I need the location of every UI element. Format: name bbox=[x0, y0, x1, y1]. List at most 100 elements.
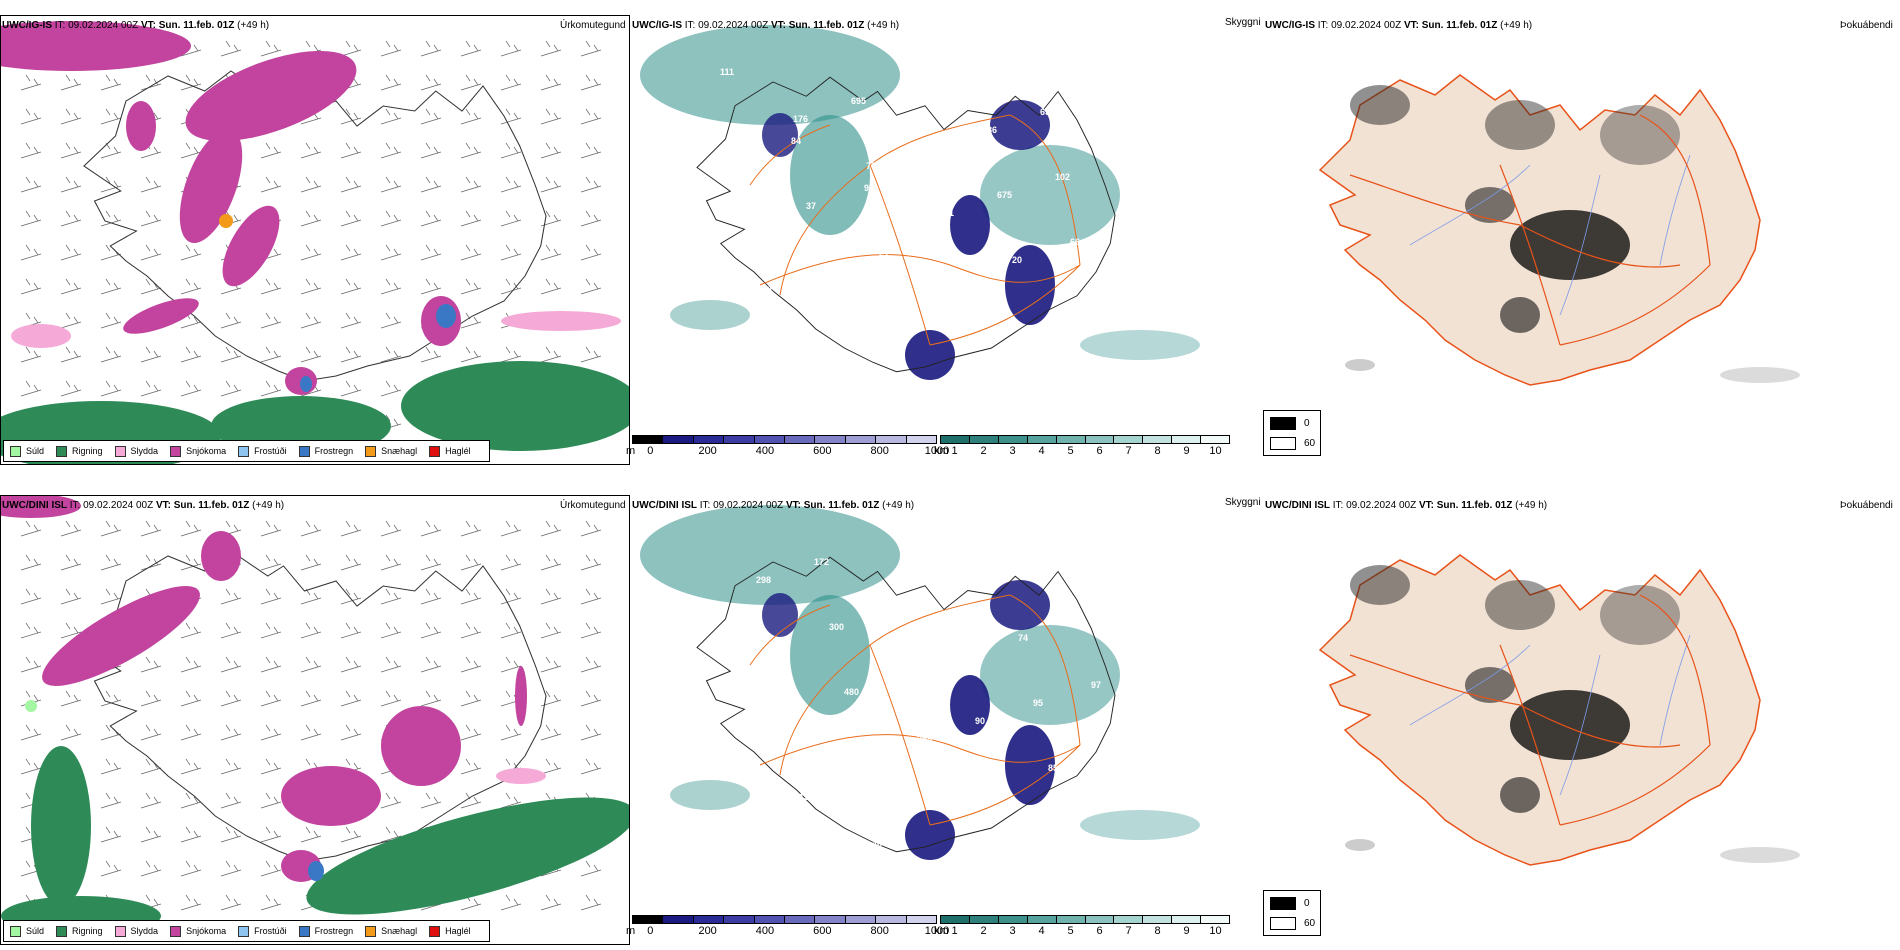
field-area bbox=[762, 593, 798, 637]
road bbox=[1639, 594, 1711, 746]
legend-item: Slydda bbox=[114, 445, 158, 457]
wind-barb bbox=[60, 346, 82, 363]
visibility-value: 37 bbox=[806, 201, 816, 211]
colorbar-segment bbox=[1027, 916, 1057, 923]
road bbox=[1499, 164, 1561, 346]
legend-item: Frostúði bbox=[238, 445, 287, 457]
wind-barb bbox=[380, 826, 402, 843]
wind-barb bbox=[460, 108, 482, 125]
wind-barb bbox=[180, 894, 202, 911]
wind-barb bbox=[140, 554, 162, 571]
panel-type-fog-row2: Þokuábendi bbox=[1840, 500, 1893, 511]
wind-barb bbox=[500, 210, 522, 227]
wind-barb bbox=[300, 346, 322, 363]
wind-barb bbox=[540, 74, 562, 91]
river bbox=[1409, 644, 1531, 726]
colorbar-tick: 1000 bbox=[924, 925, 950, 937]
wind-barb bbox=[180, 656, 202, 673]
colorbar-tick: 7 bbox=[1125, 925, 1132, 937]
wind-barb bbox=[460, 244, 482, 261]
wind-barb bbox=[220, 312, 242, 329]
wind-barb bbox=[180, 74, 202, 91]
visibility-panel-row2: 114 480 258 602 369 298 300 248 90 85 138 172 90 80 95… bbox=[630, 495, 1260, 945]
fog-legend-row2: 0 60 bbox=[1263, 890, 1321, 936]
field-area bbox=[980, 625, 1120, 725]
field-area bbox=[1600, 105, 1680, 165]
wind-barb bbox=[500, 346, 522, 363]
wind-barb bbox=[580, 520, 602, 537]
wind-barb bbox=[500, 520, 522, 537]
wind-barb bbox=[260, 346, 282, 363]
colorbar-tick: 4 bbox=[1038, 445, 1045, 457]
field-area bbox=[201, 531, 241, 581]
colorbar-segment bbox=[815, 436, 846, 443]
wind-barb bbox=[380, 690, 402, 707]
colorbar-segment bbox=[906, 916, 937, 923]
colorbar-segment bbox=[998, 436, 1028, 443]
wind-barb bbox=[380, 656, 402, 673]
field-area bbox=[1600, 585, 1680, 645]
visibility-value: 695 bbox=[851, 96, 866, 106]
wind-barb bbox=[180, 380, 202, 397]
river bbox=[1409, 164, 1531, 246]
wind-barb bbox=[300, 520, 322, 537]
visibility-value: 71 bbox=[967, 360, 977, 370]
river bbox=[1559, 654, 1601, 796]
colorbar-unit: m bbox=[626, 445, 636, 457]
title-row2-col2: UWC/DINI ISL IT: 09.02.2024 00Z VT: Sun.… bbox=[632, 500, 915, 511]
wind-barb bbox=[420, 792, 442, 809]
field-area bbox=[1005, 245, 1055, 325]
wind-barb bbox=[460, 554, 482, 571]
field-area bbox=[905, 810, 955, 860]
legend-item: Snæhagl bbox=[365, 925, 417, 937]
wind-barb bbox=[420, 108, 442, 125]
title-row2-col3: UWC/DINI ISL IT: 09.02.2024 00Z VT: Sun.… bbox=[1265, 500, 1548, 511]
wind-barb bbox=[20, 108, 42, 125]
precip-type-map bbox=[1, 496, 629, 936]
colorbar-segment bbox=[663, 916, 694, 923]
wind-barb bbox=[420, 346, 442, 363]
wind-barb bbox=[260, 554, 282, 571]
legend-label: Frostregn bbox=[314, 926, 354, 936]
road bbox=[1519, 704, 1681, 748]
field-area bbox=[640, 505, 900, 605]
legend-item: Snjókoma bbox=[170, 925, 226, 937]
wind-barb bbox=[220, 40, 242, 57]
visibility-m-colorbar-row2: m 0 200 400 600 800 1000 bbox=[626, 915, 949, 937]
colorbar-tick: 2 bbox=[980, 445, 987, 457]
legend-swatch bbox=[298, 445, 310, 457]
wind-barb bbox=[260, 894, 282, 911]
wind-barb bbox=[100, 792, 122, 809]
wind-barb bbox=[220, 826, 242, 843]
wind-barb bbox=[500, 656, 522, 673]
colorbar-segment bbox=[1143, 436, 1173, 443]
wind-barb bbox=[100, 826, 122, 843]
colorbar-tick: 9 bbox=[1183, 925, 1190, 937]
legend-item: Súld bbox=[10, 925, 44, 937]
legend-label: Slydda bbox=[130, 926, 159, 936]
wind-barb bbox=[60, 74, 82, 91]
wind-barb bbox=[260, 860, 282, 877]
wind-barb bbox=[60, 108, 82, 125]
colorbar-segment bbox=[1056, 436, 1086, 443]
wind-barb bbox=[380, 792, 402, 809]
wind-barb bbox=[100, 74, 122, 91]
field-area bbox=[42, 586, 200, 686]
legend-item: Snæhagl bbox=[365, 445, 417, 457]
wind-barb bbox=[460, 210, 482, 227]
wind-barb bbox=[540, 142, 562, 159]
legend-item: Rigning bbox=[56, 925, 103, 937]
legend-swatch bbox=[56, 925, 68, 937]
fog-legend-row1: 0 60 bbox=[1263, 410, 1321, 456]
road bbox=[869, 164, 931, 346]
wind-barb bbox=[140, 826, 162, 843]
wind-barb bbox=[60, 244, 82, 261]
wind-barb bbox=[580, 656, 602, 673]
wind-barb bbox=[420, 656, 442, 673]
legend-label: Haglél bbox=[445, 446, 471, 456]
field-area bbox=[306, 797, 629, 915]
wind-barb bbox=[460, 758, 482, 775]
wind-barb bbox=[500, 176, 522, 193]
wind-barb bbox=[60, 312, 82, 329]
field-area bbox=[300, 376, 312, 392]
